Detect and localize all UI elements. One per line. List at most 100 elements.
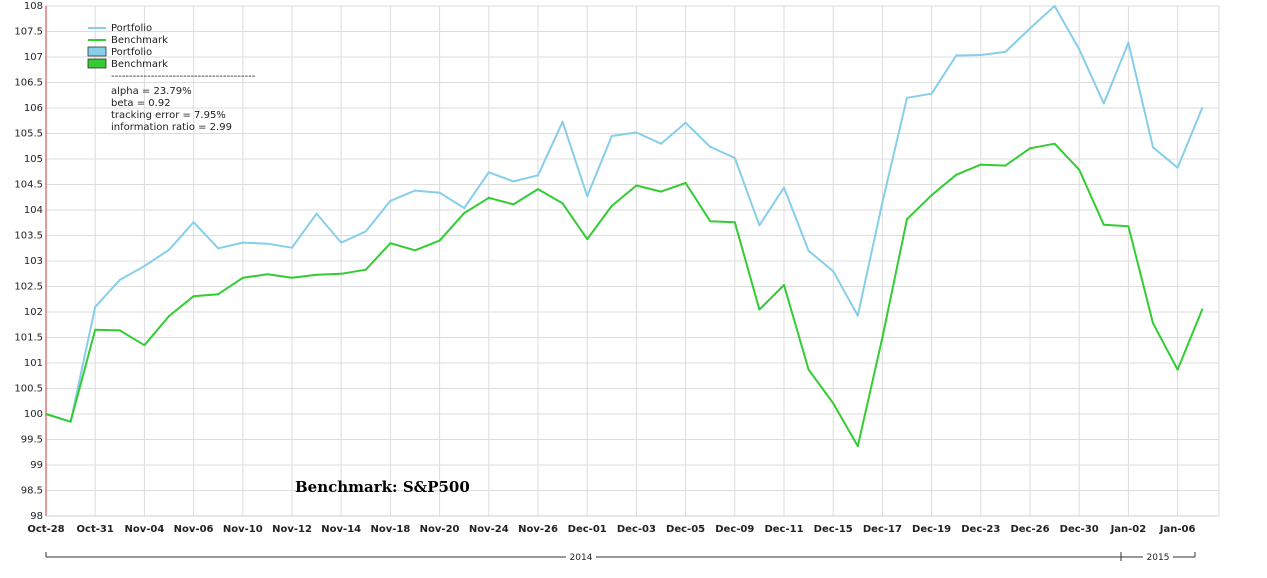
year-label-bg <box>566 552 596 562</box>
data-point-benchmark <box>709 220 712 223</box>
legend-box-swatch <box>87 58 107 69</box>
data-point-benchmark <box>1029 147 1031 150</box>
data-point-portfolio <box>364 230 367 233</box>
data-point-portfolio <box>291 246 293 249</box>
grid-lines <box>45 5 1220 517</box>
data-point-portfolio <box>660 142 662 145</box>
data-point-benchmark <box>906 218 908 221</box>
y-tick-label: 99 <box>30 460 43 471</box>
data-point-portfolio <box>1127 41 1130 44</box>
data-point-benchmark <box>463 212 466 215</box>
stat-text: tracking error = 7.95% <box>111 110 226 121</box>
year-label-bg <box>1143 552 1173 562</box>
data-point-portfolio <box>414 189 416 192</box>
year-axis: 2014 2015 <box>45 552 1196 563</box>
y-tick-label: 102 <box>24 307 43 318</box>
x-tick-label: Nov-14 <box>321 524 361 535</box>
legend-label: Portfolio <box>111 47 152 58</box>
data-point-portfolio <box>1201 107 1204 109</box>
data-point-portfolio <box>1053 5 1056 7</box>
data-point-portfolio <box>930 92 933 95</box>
data-point-benchmark <box>783 283 785 286</box>
x-tick-label: Dec-03 <box>617 524 656 535</box>
data-point-portfolio <box>807 249 810 252</box>
y-tick-label: 100.5 <box>14 384 43 395</box>
benchmark-annotation: Benchmark: S&P500 <box>295 478 470 496</box>
x-tick-label: Dec-23 <box>961 524 1000 535</box>
data-point-benchmark <box>733 221 736 224</box>
data-point-benchmark <box>1127 225 1130 228</box>
data-point-portfolio <box>832 270 835 273</box>
data-point-portfolio <box>340 241 343 244</box>
data-point-benchmark <box>561 202 564 205</box>
data-point-benchmark <box>856 445 859 448</box>
y-tick-label: 101.5 <box>14 333 43 344</box>
series-lines <box>45 5 1204 448</box>
stat-text: beta = 0.92 <box>111 98 171 109</box>
x-tick-label: Dec-30 <box>1060 524 1099 535</box>
data-point-benchmark <box>291 276 293 279</box>
x-tick-label: Oct-31 <box>77 524 114 535</box>
legend-box-swatch <box>87 46 107 57</box>
data-point-portfolio <box>118 278 121 281</box>
data-point-portfolio <box>217 247 220 250</box>
legend-label: Portfolio <box>111 23 152 34</box>
data-point-portfolio <box>758 224 761 227</box>
y-tick-label: 101 <box>24 358 43 369</box>
data-point-portfolio <box>143 265 146 268</box>
data-point-benchmark <box>586 238 589 241</box>
x-tick-label: Nov-24 <box>469 524 509 535</box>
data-point-portfolio <box>1029 27 1031 30</box>
y-tick-label: 107.5 <box>14 27 43 38</box>
y-tick-label: 106 <box>24 103 43 114</box>
data-point-portfolio <box>1004 50 1007 53</box>
x-tick-label: Dec-17 <box>863 524 902 535</box>
x-tick-label: Nov-12 <box>272 524 312 535</box>
series-line-benchmark <box>45 142 1204 448</box>
axes <box>45 6 1219 517</box>
data-point-portfolio <box>463 206 466 209</box>
y-tick-label: 105.5 <box>14 129 43 140</box>
data-point-benchmark <box>266 273 269 276</box>
year-label: 2015 <box>1147 553 1170 563</box>
y-tick-label: 106.5 <box>14 78 43 89</box>
data-point-benchmark <box>168 315 170 318</box>
series-line-portfolio <box>45 5 1204 423</box>
y-tick-label: 103 <box>24 256 43 267</box>
data-point-portfolio <box>561 120 564 123</box>
data-point-portfolio <box>487 171 490 174</box>
data-point-portfolio <box>979 53 982 56</box>
x-axis-ticks: Oct-28 Oct-31 Nov-04 Nov-06 Nov-10 Nov-12 Nov-… <box>27 524 1195 535</box>
data-point-benchmark <box>414 249 416 252</box>
x-tick-label: Nov-10 <box>223 524 263 535</box>
y-tick-label: 100 <box>24 409 43 420</box>
stat-text: information ratio = 2.99 <box>111 122 232 133</box>
data-point-benchmark <box>438 239 441 242</box>
y-axis-ticks: 98 98.5 99 99.5 100 100.5 101 101.5 102 102.5 103 1… <box>14 1 43 522</box>
legend-label: Benchmark <box>111 59 168 70</box>
legend: PortfolioBenchmarkPortfolioBenchmark----… <box>87 23 256 133</box>
data-point-benchmark <box>610 204 613 207</box>
data-point-benchmark <box>487 196 490 199</box>
data-point-portfolio <box>315 212 318 215</box>
x-tick-label: Nov-18 <box>370 524 410 535</box>
data-point-benchmark <box>930 194 933 197</box>
data-point-benchmark <box>684 181 687 184</box>
data-point-portfolio <box>1176 166 1179 169</box>
data-point-benchmark <box>340 272 343 275</box>
data-point-portfolio <box>709 145 712 148</box>
data-point-benchmark <box>1176 368 1179 371</box>
data-point-benchmark <box>1152 322 1154 325</box>
data-point-benchmark <box>1102 223 1105 226</box>
data-point-benchmark <box>143 344 146 347</box>
x-tick-label: Jan-06 <box>1159 524 1196 535</box>
data-point-benchmark <box>1078 168 1081 171</box>
y-tick-label: 102.5 <box>14 282 43 293</box>
data-point-portfolio <box>1078 48 1081 51</box>
x-tick-label: Nov-20 <box>420 524 460 535</box>
data-point-benchmark <box>635 184 638 187</box>
x-tick-label: Jan-02 <box>1110 524 1147 535</box>
y-tick-label: 98 <box>30 511 43 522</box>
data-point-benchmark <box>1004 164 1007 167</box>
data-point-portfolio <box>94 305 97 308</box>
